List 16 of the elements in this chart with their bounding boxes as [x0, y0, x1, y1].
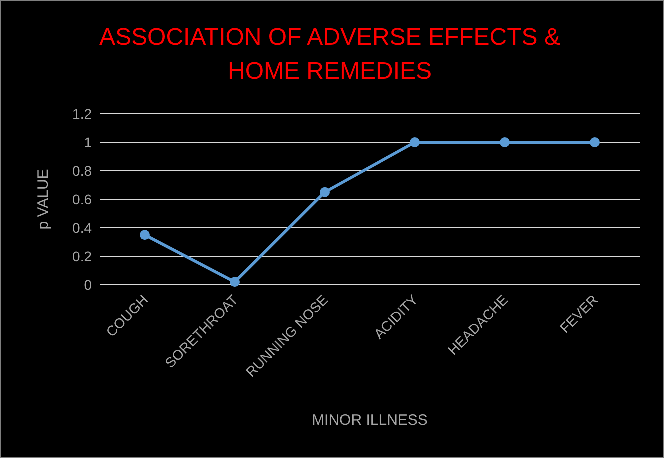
y-tick-label: 0: [84, 276, 92, 293]
point: [410, 138, 420, 148]
y-tick-label: 1.2: [72, 106, 92, 122]
point: [230, 277, 240, 288]
point: [320, 187, 330, 198]
y-tick-label: 0.2: [72, 248, 92, 264]
chart-title: ASSOCIATION OF ADVERSE EFFECTS & HOME REMEDIES: [100, 24, 560, 85]
y-tick-label: 0.8: [72, 162, 92, 179]
point: [590, 138, 600, 148]
y-axis-title: p VALUE: [35, 169, 52, 230]
x-axis-title: MINOR ILLNESS: [312, 412, 428, 429]
y-tick-label: 1: [84, 134, 92, 150]
point: [500, 138, 510, 148]
point: [140, 230, 150, 240]
y-tick-label: 0.4: [72, 220, 92, 236]
y-tick-label: 0.6: [72, 191, 92, 208]
